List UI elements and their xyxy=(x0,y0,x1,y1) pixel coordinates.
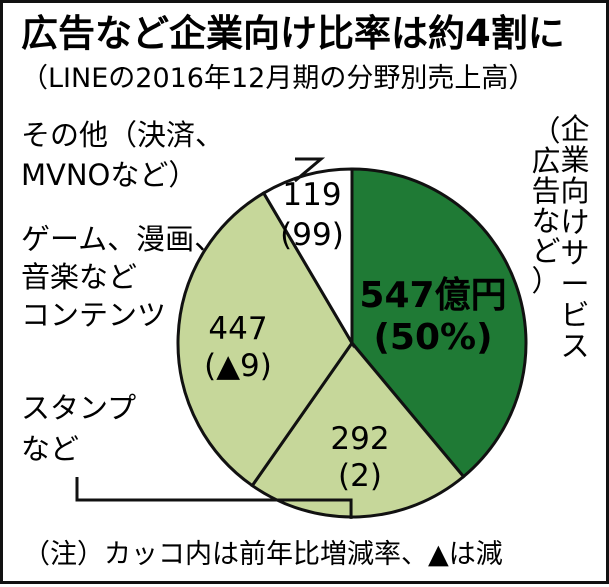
slice-label-content-1: 音楽など xyxy=(21,260,137,294)
pie-chart: 広告など企業向け比率は約4割に （LINEの2016年12月期の分野別売上高） … xyxy=(21,12,590,570)
enterprise-label-char-2: 向 xyxy=(560,174,589,208)
enterprise-label-char-6: ビ xyxy=(560,298,589,332)
enterprise-paren-char-5: ） xyxy=(531,264,560,298)
leader-line-other xyxy=(293,157,326,183)
slice-label-other-1: MVNOなど） xyxy=(21,158,197,192)
leader-line-stamps xyxy=(75,477,353,519)
slice-value-stamps: 292 xyxy=(330,421,389,457)
pie-slice-stamps xyxy=(250,340,466,519)
slice-detail-other: (99) xyxy=(280,217,344,253)
pie-slice-content xyxy=(176,191,354,488)
enterprise-paren-char-1: 広 xyxy=(531,144,560,178)
slice-detail-content: (▲9) xyxy=(204,348,272,384)
slice-label-other-0: その他（決済、 xyxy=(21,118,224,152)
enterprise-paren-char-2: 告 xyxy=(531,174,560,208)
enterprise-label-char-3: け xyxy=(560,205,589,239)
pie-slice-other xyxy=(261,167,354,349)
slice-label-stamps-1: など xyxy=(21,432,79,466)
enterprise-label-char-5: ー xyxy=(560,267,589,301)
leader-lines xyxy=(75,157,353,519)
slice-value-content: 447 xyxy=(208,311,267,347)
enterprise-label-char-0: 企 xyxy=(560,112,589,146)
footnote: （注）カッコ内は前年比増減率、▲は減 xyxy=(23,539,503,570)
pie-slices xyxy=(176,167,528,519)
chart-title: 広告など企業向け比率は約4割に xyxy=(21,12,565,55)
slice-label-content-2: コンテンツ xyxy=(21,298,166,332)
chart-subtitle: （LINEの2016年12月期の分野別売上高） xyxy=(21,63,535,94)
enterprise-label-char-7: ス xyxy=(560,329,589,363)
slice-detail-enterprise: (50%) xyxy=(373,317,492,358)
slice-value-other: 119 xyxy=(282,177,341,213)
enterprise-label-char-4: サ xyxy=(560,236,589,270)
enterprise-paren-char-0: （ xyxy=(531,114,560,148)
slice-value-enterprise: 547億円 xyxy=(359,275,506,316)
enterprise-label-char-1: 業 xyxy=(560,143,589,177)
slice-label-stamps-0: スタンプ xyxy=(21,391,136,425)
enterprise-paren-char-3: な xyxy=(531,204,560,238)
enterprise-paren-char-4: ど xyxy=(531,234,560,268)
slice-detail-stamps: (2) xyxy=(338,458,382,494)
pie-slice-enterprise xyxy=(350,167,528,479)
slice-label-content-0: ゲーム、漫画、 xyxy=(21,222,223,256)
